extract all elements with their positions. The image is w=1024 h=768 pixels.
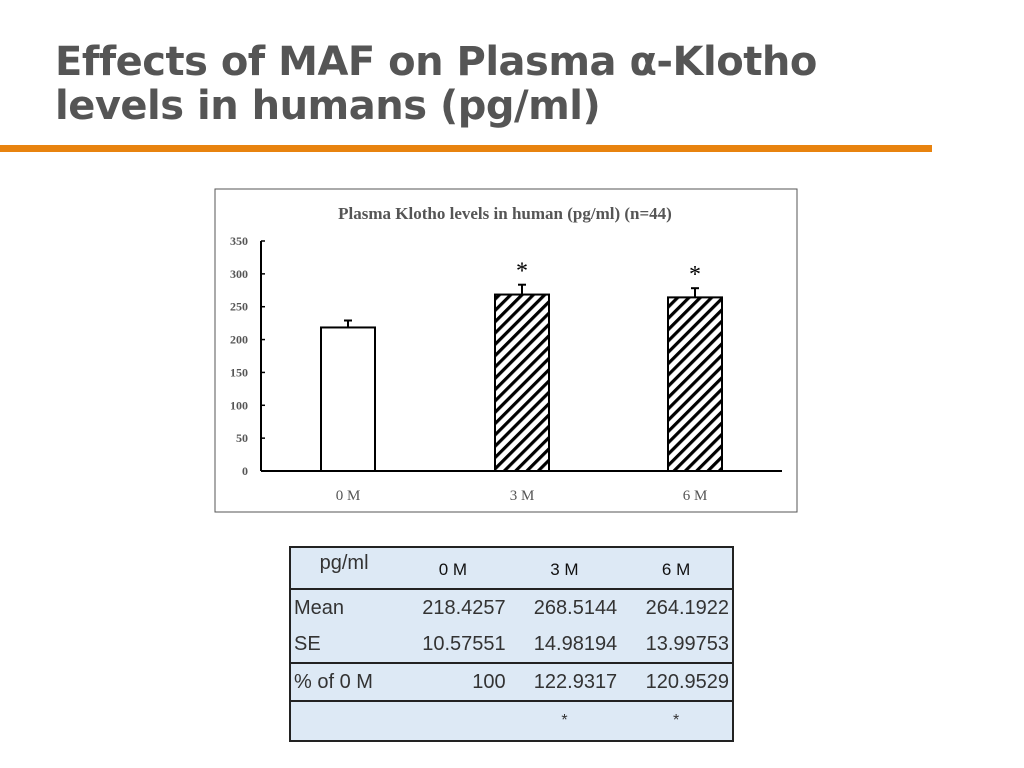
header-cell: 3 M: [550, 560, 579, 579]
cell: 10.57551: [422, 632, 506, 655]
title-line-2: levels in humans (pg/ml): [55, 83, 601, 129]
slide-title: Effects of MAF on Plasma α-Klotho levels …: [55, 40, 817, 128]
cell: 13.99753: [645, 632, 729, 655]
header-cell: pg/ml: [319, 552, 369, 574]
cell: 100: [397, 662, 509, 701]
y-tick-label: 50: [236, 431, 248, 445]
table-row: SE 10.57551 14.98194 13.99753: [290, 626, 733, 663]
y-tick-label: 0: [242, 464, 248, 478]
bar-6m: [667, 296, 723, 472]
table-row: Mean 218.4257 268.5144 264.1922: [290, 588, 733, 626]
cell: [397, 700, 509, 741]
header-cell: 6 M: [661, 560, 691, 579]
cell: 264.1922: [620, 588, 733, 626]
cell: 218.4257: [397, 588, 509, 626]
table-header-row: pg/ml 0 M 3 M 6 M: [290, 547, 733, 589]
y-tick-label: 200: [230, 333, 248, 347]
bar-0m: [320, 326, 376, 472]
x-tick-label: 3 M: [510, 488, 535, 504]
cell: Mean: [290, 588, 398, 626]
y-tick-label: 250: [230, 300, 248, 314]
cell: % of 0 M: [290, 662, 398, 701]
x-tick-label: 0 M: [336, 488, 361, 504]
bar-3m: [494, 293, 550, 472]
cell: SE: [294, 632, 321, 655]
cell: 14.98194: [533, 632, 618, 655]
cell: *: [620, 700, 733, 741]
significance-marker: *: [516, 259, 528, 285]
table-row: * *: [290, 700, 733, 741]
cell: 120.9529: [620, 662, 733, 701]
y-tick-label: 100: [230, 398, 248, 412]
cell: [290, 700, 398, 741]
table-row: % of 0 M 100 122.9317 120.9529: [290, 662, 733, 701]
x-tick-label: 6 M: [683, 488, 708, 504]
title-line-1: Effects of MAF on Plasma α-Klotho: [55, 39, 817, 85]
chart-title: Plasma Klotho levels in human (pg/ml) (n…: [338, 204, 672, 223]
y-tick-label: 350: [230, 234, 248, 248]
significance-marker: *: [689, 262, 701, 288]
y-tick-label: 300: [230, 267, 248, 281]
header-cell: 0 M: [438, 560, 468, 579]
cell: 268.5144: [508, 588, 621, 626]
cell: 122.9317: [508, 662, 621, 701]
y-tick-label: 150: [230, 365, 248, 379]
data-table: pg/ml 0 M 3 M 6 M Mean 218.4257 268.5144 264.1…: [289, 546, 734, 742]
cell: *: [508, 700, 621, 741]
accent-rule: [0, 145, 932, 152]
